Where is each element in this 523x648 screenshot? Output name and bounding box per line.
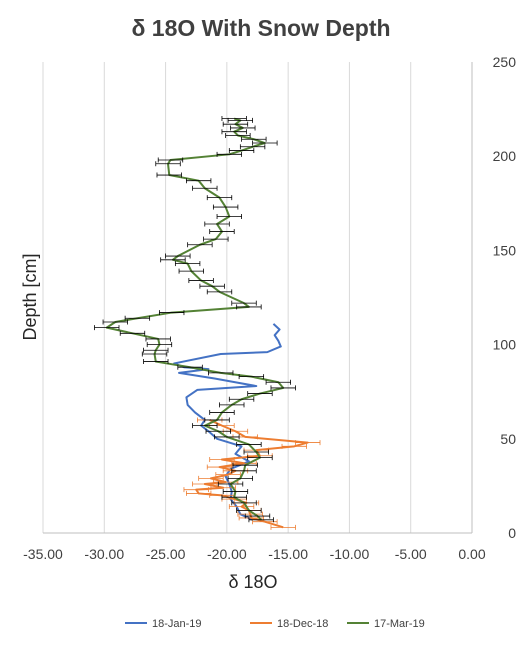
- data-series: [94, 116, 321, 530]
- x-tick-label: -30.00: [84, 546, 124, 562]
- x-tick-label: -25.00: [146, 546, 186, 562]
- legend: 18-Jan-19 18-Dec-18 17-Mar-19: [125, 618, 425, 630]
- x-tick-label: -10.00: [330, 546, 370, 562]
- chart-title: δ 18O With Snow Depth: [131, 15, 390, 41]
- y-tick-label: 0: [508, 525, 516, 541]
- legend-label: 18-Jan-19: [152, 618, 202, 630]
- y-axis-title: Depth [cm]: [20, 253, 40, 340]
- series-line: [105, 117, 285, 521]
- gridlines: [42, 62, 412, 533]
- y-tick-label: 150: [493, 242, 517, 258]
- x-tick-label: -15.00: [268, 546, 308, 562]
- axes: -35.00 -30.00 -25.00 -20.00 -15.00 -10.00 -5.0…: [23, 54, 516, 562]
- legend-label: 17-Mar-19: [374, 618, 425, 630]
- x-tick-label: -35.00: [23, 546, 63, 562]
- legend-label: 18-Dec-18: [277, 618, 328, 630]
- x-tick-label: -20.00: [207, 546, 247, 562]
- y-tick-label: 250: [493, 54, 517, 70]
- series-line: [173, 323, 282, 521]
- x-tick-label: -5.00: [395, 546, 427, 562]
- series-0: [173, 323, 282, 521]
- x-axis-title: δ 18O: [228, 572, 277, 592]
- y-tick-label: 50: [500, 431, 516, 447]
- x-tick-label: 0.00: [458, 546, 485, 562]
- y-tick-label: 200: [493, 148, 517, 164]
- series-line: [195, 419, 309, 529]
- y-tick-label: 100: [493, 337, 517, 353]
- series-2: [94, 116, 296, 523]
